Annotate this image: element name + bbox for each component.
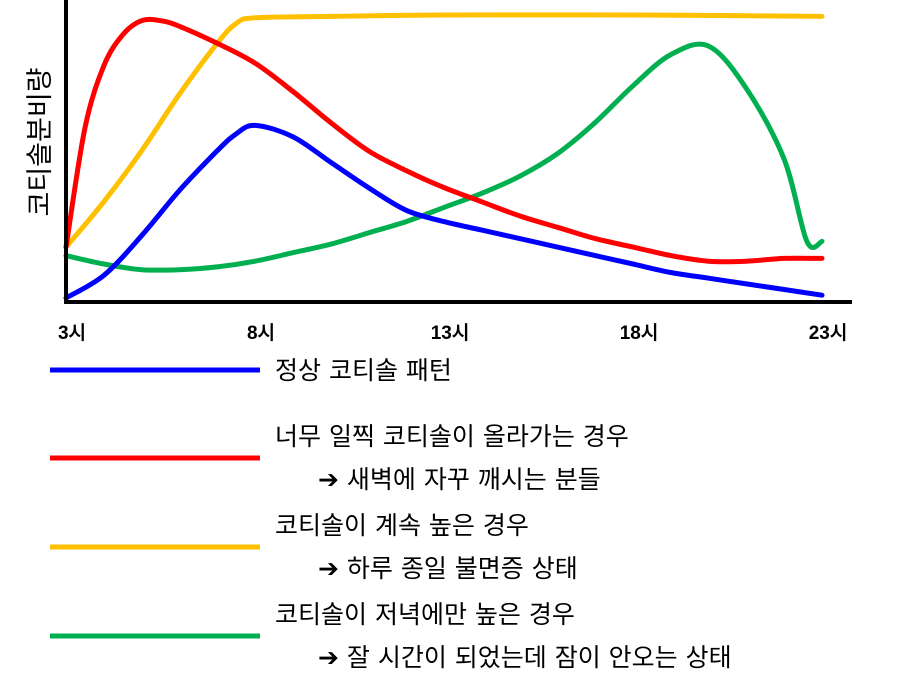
x-tick-label: 23시 bbox=[809, 322, 848, 344]
y-axis-label: 코티솔분비량 bbox=[25, 67, 56, 216]
legend-description-3: ➔ 하루 종일 불면증 상태 bbox=[318, 554, 578, 583]
series-line-3 bbox=[63, 12, 825, 250]
x-tick-label: 13시 bbox=[431, 322, 470, 344]
legend-label-3: 코티솔이 계속 높은 경우 bbox=[275, 511, 529, 540]
series-line-1 bbox=[63, 122, 825, 301]
series-line-2 bbox=[63, 16, 825, 265]
legend-description-2: ➔ 새벽에 자꾸 깨시는 분들 bbox=[318, 465, 601, 494]
series-layer bbox=[63, 12, 825, 301]
legend-label-1: 정상 코티솔 패턴 bbox=[275, 356, 452, 385]
series-line-4 bbox=[63, 41, 825, 273]
x-tick-labels: 3시 8시 13시 18시 23시 bbox=[58, 322, 847, 344]
legend-description-4: ➔ 잘 시간이 되었는데 잠이 안오는 상태 bbox=[318, 643, 732, 672]
x-tick-label: 3시 bbox=[58, 322, 86, 344]
legend-label-4: 코티솔이 저녁에만 높은 경우 bbox=[275, 600, 575, 629]
legend-label-2: 너무 일찍 코티솔이 올라가는 경우 bbox=[275, 422, 629, 451]
x-tick-label: 8시 bbox=[247, 322, 275, 344]
x-tick-label: 18시 bbox=[620, 322, 659, 344]
